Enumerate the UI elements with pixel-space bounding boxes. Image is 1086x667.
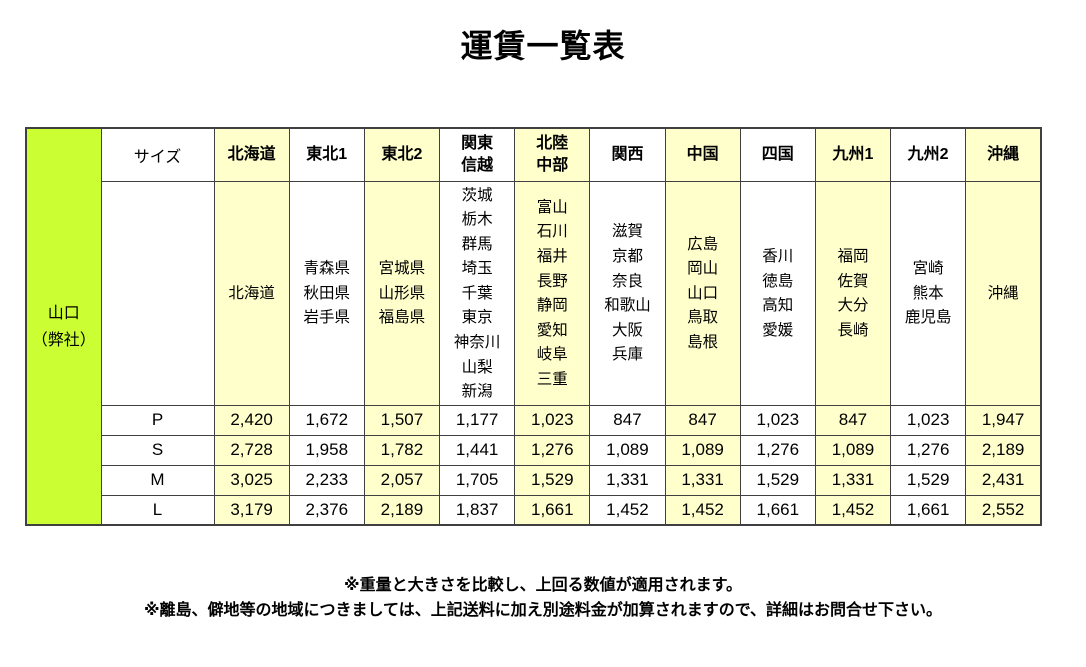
fare-value-cell: 1,837 — [439, 494, 516, 526]
prefecture-list-cell: 青森県 秋田県 岩手県 — [288, 180, 365, 406]
fare-value-cell: 1,661 — [514, 494, 591, 526]
fare-value-cell: 2,189 — [965, 434, 1042, 466]
fare-page: 運賃一覧表 山口 （弊社） サイズ 北海道 東北1 東北2 関東 信越 北陸 中部 関西 中国四… — [0, 28, 1086, 623]
size-column-blank-cell — [100, 180, 215, 406]
prefecture-list-cell: 富山 石川 福井 長野 静岡 愛知 岐阜 三重 — [514, 180, 591, 406]
fare-value-cell: 1,089 — [589, 434, 666, 466]
fare-value-cell: 1,276 — [890, 434, 967, 466]
fare-value-cell: 1,023 — [514, 404, 591, 436]
fare-value-cell: 1,661 — [739, 494, 816, 526]
fare-value-cell: 1,529 — [514, 464, 591, 496]
region-header-cell: 北海道 — [213, 127, 290, 182]
region-header-cell: 九州1 — [814, 127, 892, 182]
fare-value-cell: 1,661 — [890, 494, 967, 526]
fare-value-cell: 2,057 — [363, 464, 441, 496]
fare-value-cell: 2,420 — [213, 404, 290, 436]
prefecture-list-cell: 沖縄 — [965, 180, 1042, 406]
fare-value-cell: 1,782 — [363, 434, 441, 466]
fare-value-cell: 1,452 — [664, 494, 741, 526]
prefecture-list-cell: 滋賀 京都 奈良 和歌山 大阪 兵庫 — [589, 180, 666, 406]
footnote-remote-area-rule: ※離島、僻地等の地域につきましては、上記送料に加え別途料金が加算されますので、詳… — [143, 602, 943, 620]
fare-value-cell: 1,672 — [288, 404, 365, 436]
region-header-cell: 東北1 — [288, 127, 365, 182]
region-header-cell: 四国 — [739, 127, 816, 182]
region-header-cell: 関西 — [589, 127, 666, 182]
fare-value-cell: 2,376 — [288, 494, 365, 526]
region-header-cell: 関東 信越 — [439, 127, 516, 182]
fare-value-cell: 3,179 — [213, 494, 290, 526]
fare-value-cell: 847 — [589, 404, 666, 436]
fare-value-cell: 2,431 — [965, 464, 1042, 496]
fare-row: M 3,025 2,233 2,057 1,705 1,529 1,331 1,331 1,52… — [26, 464, 1042, 496]
fare-value-cell: 1,958 — [288, 434, 365, 466]
size-label-cell: P — [100, 404, 215, 436]
fare-value-cell: 1,331 — [814, 464, 892, 496]
page-title: 運賃一覧表 — [460, 28, 626, 64]
fare-value-cell: 1,441 — [439, 434, 516, 466]
fare-value-cell: 1,452 — [814, 494, 892, 526]
region-header-cell: 北陸 中部 — [514, 127, 591, 182]
fare-row: L 3,179 2,376 2,189 1,837 1,661 1,452 1,452 1,66… — [26, 494, 1042, 526]
region-header-cell: 中国 — [664, 127, 741, 182]
fare-value-cell: 2,233 — [288, 464, 365, 496]
prefecture-list-cell: 広島 岡山 山口 鳥取 島根 — [664, 180, 741, 406]
fare-value-cell: 2,189 — [363, 494, 441, 526]
fare-value-cell: 847 — [664, 404, 741, 436]
region-header-cell: 東北2 — [363, 127, 441, 182]
region-header-cell: 沖縄 — [965, 127, 1042, 182]
fare-value-cell: 1,023 — [739, 404, 816, 436]
fare-value-cell: 1,529 — [890, 464, 967, 496]
fare-value-cell: 1,331 — [664, 464, 741, 496]
size-header-cell: サイズ — [100, 127, 215, 182]
prefecture-list-cell: 北海道 — [213, 180, 290, 406]
prefecture-list-cell: 茨城 栃木 群馬 埼玉 千葉 東京 神奈川 山梨 新潟 — [439, 180, 516, 406]
prefecture-list-cell: 宮城県 山形県 福島県 — [363, 180, 441, 406]
fare-value-cell: 1,089 — [664, 434, 741, 466]
fare-value-cell: 847 — [814, 404, 892, 436]
fare-row: P 2,420 1,672 1,507 1,177 1,023 847 847 1,023 847… — [26, 404, 1042, 436]
size-label-cell: L — [100, 494, 215, 526]
fare-value-cell: 3,025 — [213, 464, 290, 496]
fare-value-cell: 2,728 — [213, 434, 290, 466]
fare-value-cell: 1,276 — [739, 434, 816, 466]
footnote-weight-rule: ※重量と大きさを比較し、上回る数値が適用されます。 — [344, 577, 742, 595]
fare-value-cell: 1,452 — [589, 494, 666, 526]
region-header-cell: 九州2 — [890, 127, 967, 182]
fare-value-cell: 1,023 — [890, 404, 967, 436]
fare-value-cell: 2,552 — [965, 494, 1042, 526]
prefecture-list-cell: 宮崎 熊本 鹿児島 — [890, 180, 967, 406]
fare-table: 山口 （弊社） サイズ 北海道 東北1 東北2 関東 信越 北陸 中部 関西 中国 四国 九州1 九州… — [25, 127, 1042, 527]
fare-value-cell: 1,507 — [363, 404, 441, 436]
size-label-cell: S — [100, 434, 215, 466]
size-label-cell: M — [100, 464, 215, 496]
fare-row: S 2,728 1,958 1,782 1,441 1,276 1,089 1,089 1,27… — [26, 434, 1042, 466]
fare-value-cell: 1,276 — [514, 434, 591, 466]
fare-value-cell: 1,331 — [589, 464, 666, 496]
fare-value-cell: 1,947 — [965, 404, 1042, 436]
fare-value-cell: 1,177 — [439, 404, 516, 436]
origin-cell: 山口 （弊社） — [25, 127, 102, 526]
prefecture-list-cell: 福岡 佐賀 大分 長崎 — [814, 180, 892, 406]
fare-value-cell: 1,529 — [739, 464, 816, 496]
footnotes: ※重量と大きさを比較し、上回る数値が適用されます。 ※離島、僻地等の地域につきま… — [0, 573, 1086, 623]
prefecture-list-cell: 香川 徳島 高知 愛媛 — [739, 180, 816, 406]
fare-value-cell: 1,089 — [814, 434, 892, 466]
fare-value-cell: 1,705 — [439, 464, 516, 496]
